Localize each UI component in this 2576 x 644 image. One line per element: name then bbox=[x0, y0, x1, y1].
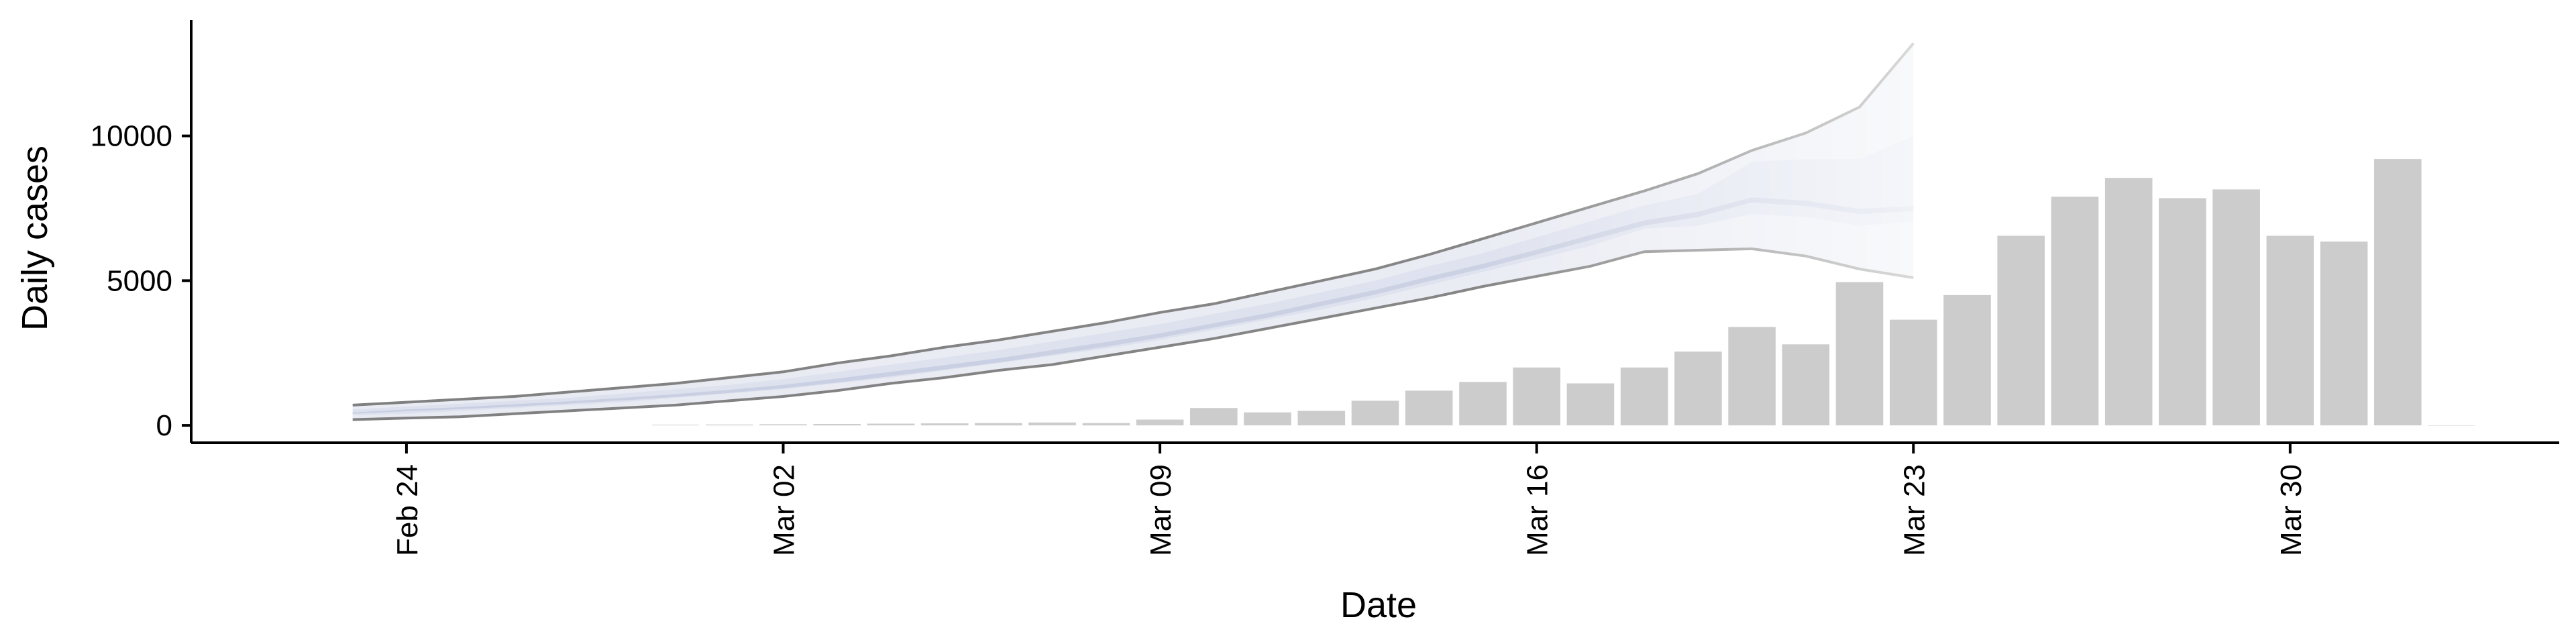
x-tick-label: Mar 09 bbox=[1144, 464, 1177, 556]
x-tick-label: Mar 23 bbox=[1898, 464, 1931, 556]
bar-2020-04-02 bbox=[2428, 425, 2475, 426]
x-tick-label: Mar 30 bbox=[2275, 464, 2308, 556]
bar-2020-03-24 bbox=[1943, 294, 1991, 426]
bar-2020-03-20 bbox=[1728, 327, 1776, 426]
bar-2020-03-22 bbox=[1835, 282, 1884, 426]
bar-2020-03-04 bbox=[867, 423, 915, 426]
bar-2020-03-07 bbox=[1028, 422, 1076, 426]
x-axis-ticks: Feb 24 Mar 02 Mar 09 Mar 16 Mar 23 Mar 30 bbox=[391, 443, 2308, 556]
bar-2020-03-13 bbox=[1351, 400, 1399, 426]
y-tick-label: 5000 bbox=[107, 264, 172, 297]
bar-2020-03-30 bbox=[2266, 235, 2314, 426]
x-tick-label: Mar 16 bbox=[1521, 464, 1554, 556]
band-middle bbox=[352, 136, 1914, 415]
y-tick-label: 10000 bbox=[91, 120, 172, 153]
bar-2020-03-11 bbox=[1244, 412, 1291, 426]
bar-2020-03-26 bbox=[2051, 197, 2099, 426]
lower-bound-line bbox=[352, 247, 1914, 421]
bar-2020-03-21 bbox=[1782, 344, 1830, 426]
bar-2020-03-29 bbox=[2212, 189, 2260, 426]
bar-2020-03-19 bbox=[1674, 352, 1722, 426]
bar-2020-04-01 bbox=[2374, 159, 2422, 426]
bar-2020-03-09 bbox=[1136, 419, 1184, 426]
x-axis-title: Date bbox=[1340, 585, 1417, 625]
bar-2020-03-27 bbox=[2104, 178, 2153, 426]
bar-2020-03-06 bbox=[975, 423, 1022, 426]
y-axis-ticks: 0 5000 10000 bbox=[91, 120, 191, 442]
bar-2020-03-18 bbox=[1620, 367, 1668, 426]
upper-bound-line bbox=[352, 42, 1915, 407]
bar-2020-03-31 bbox=[2320, 241, 2368, 426]
bar-2020-03-12 bbox=[1297, 411, 1346, 426]
y-tick-label: 0 bbox=[156, 409, 172, 442]
x-tick-label: Mar 02 bbox=[768, 464, 801, 556]
bar-2020-03-25 bbox=[1997, 235, 2045, 426]
bar-2020-03-03 bbox=[813, 424, 861, 426]
bar-2020-03-23 bbox=[1890, 319, 1937, 426]
bar-2020-03-16 bbox=[1513, 367, 1560, 426]
bar-2020-03-14 bbox=[1405, 390, 1453, 426]
bar-2020-03-02 bbox=[759, 424, 807, 426]
x-tick-label: Feb 24 bbox=[391, 464, 424, 556]
bar-2020-03-15 bbox=[1459, 382, 1507, 426]
bar-2020-03-28 bbox=[2159, 198, 2206, 426]
bar-layer bbox=[651, 159, 2475, 426]
bar-2020-03-08 bbox=[1082, 423, 1130, 426]
y-axis-title: Daily cases bbox=[15, 146, 55, 331]
bar-2020-03-10 bbox=[1190, 408, 1238, 426]
bar-2020-03-05 bbox=[920, 423, 969, 426]
bar-2020-03-17 bbox=[1566, 383, 1615, 426]
projection-band-layer bbox=[352, 42, 1915, 421]
